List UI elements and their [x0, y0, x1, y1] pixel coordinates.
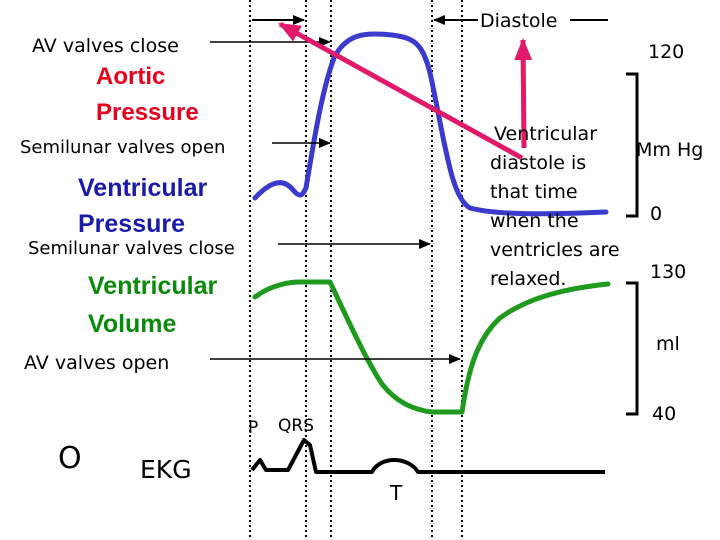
pressure-max-label: 120	[648, 41, 684, 63]
diastole-note: Ventricular diastole is that time when t…	[490, 123, 620, 290]
av-valves-open-label: AV valves open	[24, 352, 169, 374]
ventricular-volume-label-line1: Ventricular	[88, 272, 217, 300]
diastole-label: Diastole	[480, 10, 558, 32]
ventricular-pressure-curve	[252, 31, 609, 217]
pink-arrow-to-systole	[278, 21, 524, 161]
pink-arrow-to-diastole	[514, 38, 533, 149]
origin-marker: O	[58, 441, 82, 476]
qrs-label: QRS	[278, 416, 314, 436]
note-line-3: that time	[490, 181, 578, 203]
semilunar-close-label: Semilunar valves close	[28, 238, 235, 259]
note-line-2: diastole is	[490, 152, 586, 174]
note-line-5: ventricles are	[490, 239, 620, 261]
semilunar-open-label: Semilunar valves open	[20, 137, 225, 158]
aortic-pressure-label-line2: Pressure	[96, 99, 199, 126]
ventricular-pressure-label-line1: Ventricular	[78, 174, 207, 202]
note-line-4: when the	[490, 210, 579, 232]
note-line-1: Ventricular	[494, 123, 597, 145]
pressure-scale-bracket	[626, 72, 639, 218]
t-wave-label: T	[389, 481, 403, 505]
note-line-6: relaxed.	[490, 268, 566, 290]
volume-unit-label: ml	[656, 333, 680, 355]
ekg-label: EKG	[140, 455, 192, 484]
volume-min-label: 40	[652, 403, 676, 425]
ventricular-volume-label-line2: Volume	[88, 310, 177, 338]
volume-max-label: 130	[650, 261, 686, 283]
p-wave-label: P	[248, 418, 258, 438]
av-valves-close-label: AV valves close	[32, 35, 179, 57]
pressure-unit-label: Mm Hg	[636, 139, 703, 161]
ekg-trace	[250, 438, 605, 474]
ventricular-volume-curve	[252, 279, 611, 415]
pressure-min-label: 0	[650, 203, 662, 225]
aortic-pressure-label-line1: Aortic	[96, 63, 165, 90]
volume-scale-bracket	[626, 281, 639, 416]
ventricular-pressure-label-line2: Pressure	[78, 210, 185, 238]
